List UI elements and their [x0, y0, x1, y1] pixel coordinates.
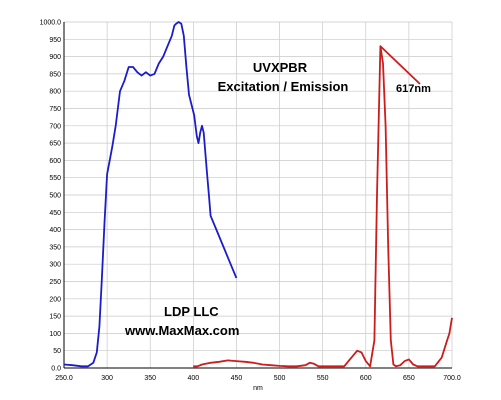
tick-labels: 250.0 300 350 400 450 500 550 600 650 700.0 0.0 50 1… [40, 20, 461, 383]
y-tick-label: 300 [49, 262, 61, 269]
x-tick-label: 550 [317, 375, 329, 382]
x-tick-label: 650 [403, 375, 415, 382]
axes [63, 22, 452, 369]
y-tick-label: 850 [49, 71, 61, 78]
y-tick-label: 250 [49, 279, 61, 286]
y-tick-label: 350 [49, 244, 61, 251]
company-label: LDP LLC [164, 304, 219, 319]
x-tick-label: 350 [144, 375, 156, 382]
emission-line [193, 45, 453, 368]
chart-title: UVXPBR [253, 60, 308, 75]
excitation-line [63, 21, 238, 368]
y-tick-label: 900 [49, 54, 61, 61]
peak-label: 617nm [396, 83, 431, 95]
y-tick-label: 550 [49, 175, 61, 182]
x-tick-label: 400 [187, 375, 199, 382]
y-tick-label: 500 [49, 193, 61, 200]
y-tick-label: 200 [49, 296, 61, 303]
annotations: UVXPBR Excitation / Emission 617nm LDP L… [124, 60, 431, 392]
y-tick-label: 50 [53, 348, 61, 355]
y-tick-label: 1000.0 [40, 20, 62, 27]
y-tick-label: 400 [49, 227, 61, 234]
y-tick-label: 750 [49, 106, 61, 113]
y-tick-label: 600 [49, 158, 61, 165]
y-tick-label: 950 [49, 37, 61, 44]
y-tick-label: 100 [49, 331, 61, 338]
y-tick-label: 0.0 [51, 366, 61, 373]
x-tick-label: 300 [101, 375, 113, 382]
y-tick-label: 450 [49, 210, 61, 217]
x-tick-label: 250.0 [55, 375, 73, 382]
x-axis-label: nm [253, 385, 263, 392]
y-tick-label: 150 [49, 314, 61, 321]
series-lines [63, 21, 453, 368]
x-tick-label: 600 [360, 375, 372, 382]
x-tick-label: 700.0 [443, 375, 461, 382]
chart-subtitle: Excitation / Emission [218, 79, 349, 94]
peak-pointer-line [379, 45, 421, 85]
y-tick-label: 700 [49, 123, 61, 130]
y-tick-label: 650 [49, 141, 61, 148]
x-tick-label: 450 [231, 375, 243, 382]
y-tick-label: 800 [49, 89, 61, 96]
website-label: www.MaxMax.com [124, 323, 239, 338]
x-tick-label: 500 [274, 375, 286, 382]
